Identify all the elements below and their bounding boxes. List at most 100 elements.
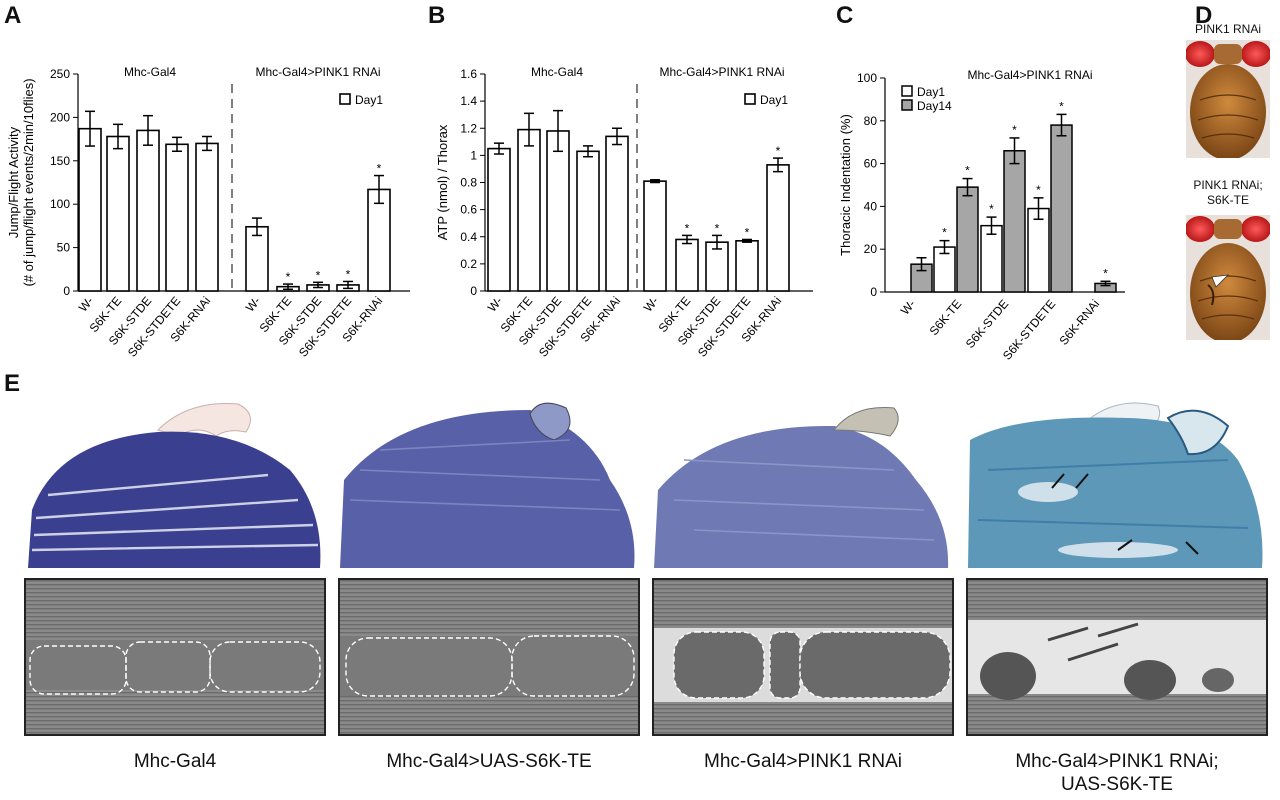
photo-d-bottom-label-line1: PINK1 RNAi;: [1193, 178, 1263, 192]
bar: [245, 225, 269, 292]
y-tick-label: 50: [57, 241, 71, 255]
bar: [1003, 150, 1026, 293]
y-tick-label: 1.6: [460, 67, 477, 81]
legend-label: Day1: [355, 93, 383, 107]
significance-mark: *: [316, 268, 321, 282]
histology-section-1: [28, 400, 328, 568]
y-tick-label: 250: [50, 67, 70, 81]
y-tick-label: 80: [864, 114, 878, 128]
arrow-icon: [1051, 473, 1065, 489]
group-label: Mhc-Gal4>PINK1 RNAi: [659, 65, 784, 79]
significance-mark: *: [1036, 183, 1041, 197]
fly-thorax-indented-image: [1186, 216, 1270, 340]
bar: [956, 186, 979, 293]
fly-thorax-image: [1186, 41, 1270, 158]
x-tick-label: S6K-TE: [927, 297, 965, 338]
bar: [1027, 207, 1050, 293]
legend-label: Day1: [760, 93, 788, 107]
significance-mark: *: [286, 270, 291, 284]
y-axis-label: ATP (nmol) / Thorax: [435, 124, 450, 240]
significance-mark: *: [1059, 99, 1064, 113]
x-tick-label: S6K-STDE: [963, 297, 1011, 351]
caption-e-4-line2: UAS-S6K-TE: [1061, 774, 1173, 795]
histology-section-3: [654, 400, 954, 568]
significance-mark: *: [776, 144, 781, 158]
arrow-icon: [1117, 539, 1133, 551]
x-tick-label: W-: [898, 297, 918, 318]
y-tick-label: 0: [63, 284, 70, 298]
bar: [517, 128, 541, 292]
y-tick-label: 40: [864, 199, 878, 213]
group-label: Mhc-Gal4: [124, 65, 176, 79]
y-tick-label: 0.4: [460, 230, 477, 244]
y-axis-label: Jump/Flight Activity: [6, 126, 21, 238]
panel-letter-e: E: [4, 370, 21, 397]
x-tick-label: W-: [641, 294, 661, 315]
bar: [367, 188, 391, 292]
y-tick-label: 0.2: [460, 257, 477, 271]
caption-e-2: Mhc-Gal4>UAS-S6K-TE: [386, 751, 592, 772]
significance-mark: *: [942, 226, 947, 240]
significance-mark: *: [965, 164, 970, 178]
histology-section-2: [340, 400, 640, 568]
bar: [605, 135, 629, 292]
y-tick-label: 60: [864, 157, 878, 171]
bar: [675, 238, 699, 292]
bar: [643, 180, 667, 292]
bar: [735, 240, 759, 292]
x-tick-label: S6K-RNAi: [1056, 297, 1102, 348]
chart-b-atp: 0 0.2 0.4 0.6 0.8 1 1.2 1.4 1.6 ATP (nmol) / Thor…: [435, 65, 813, 360]
arrow-icon: [1075, 473, 1089, 489]
y-tick-label: 150: [50, 154, 70, 168]
y-tick-label: 200: [50, 110, 70, 124]
group-label: Mhc-Gal4>PINK1 RNAi: [255, 65, 380, 79]
legend-swatch: [901, 99, 913, 111]
bar: [136, 129, 160, 292]
em-image-2: [338, 578, 640, 736]
y-tick-label: 0.8: [460, 176, 477, 190]
significance-mark: *: [745, 225, 750, 239]
histology-section-4: [968, 400, 1268, 568]
photo-d-top-label: PINK1 RNAi: [1194, 22, 1262, 36]
y-tick-label: 100: [857, 71, 877, 85]
arrow-icon: [1185, 541, 1199, 555]
legend-swatch: [901, 85, 913, 97]
fly-photo-pink1-rnai: [1186, 40, 1270, 158]
x-tick-label: W-: [243, 294, 263, 315]
significance-mark: *: [1103, 266, 1108, 280]
x-tick-label: W-: [485, 294, 505, 315]
chart-c-thoracic-indentation: 0 20 40 60 80 100 Thoracic Indentation (%) * * * *…: [838, 68, 1125, 363]
y-tick-label: 1.2: [460, 121, 477, 135]
bar: [1050, 124, 1073, 293]
photo-d-bottom-label-line2: S6K-TE: [1206, 193, 1249, 207]
y-axis-label-2: (# of jump/flight events/2min/10flies): [21, 78, 36, 286]
panel-letter-a: A: [4, 2, 22, 29]
bar: [195, 142, 219, 292]
panel-letter-d: D: [1195, 2, 1213, 29]
em-image-3: [652, 578, 954, 736]
caption-e-4-line1: Mhc-Gal4>PINK1 RNAi;: [1015, 751, 1219, 772]
bar: [546, 130, 570, 292]
caption-e-4: Mhc-Gal4>PINK1 RNAi; UAS-S6K-TE: [966, 750, 1268, 796]
legend-label: Day1: [917, 85, 945, 99]
bar: [766, 164, 790, 292]
bar: [576, 150, 600, 292]
y-tick-label: 100: [50, 197, 70, 211]
photo-d-bottom-label: PINK1 RNAi; S6K-TE: [1178, 178, 1278, 208]
em-image-1: [24, 578, 326, 736]
bar: [165, 143, 189, 292]
significance-mark: *: [685, 221, 690, 235]
y-tick-label: 0: [870, 285, 877, 299]
y-tick-label: 0.6: [460, 203, 477, 217]
y-tick-label: 20: [864, 242, 878, 256]
panel-letter-c: C: [836, 2, 854, 29]
caption-e-3: Mhc-Gal4>PINK1 RNAi: [704, 751, 902, 772]
y-tick-label: 1.4: [460, 94, 477, 108]
significance-mark: *: [715, 221, 720, 235]
em-image-4: [966, 578, 1268, 736]
significance-mark: *: [1012, 123, 1017, 137]
indentation-arrowhead-icon: [1211, 274, 1230, 288]
chart-a-jump-flight: 0 50 100 150 200 250 Jump/Flight Activity (# of…: [6, 65, 410, 360]
legend-label: Day14: [917, 99, 952, 113]
significance-mark: *: [377, 162, 382, 176]
